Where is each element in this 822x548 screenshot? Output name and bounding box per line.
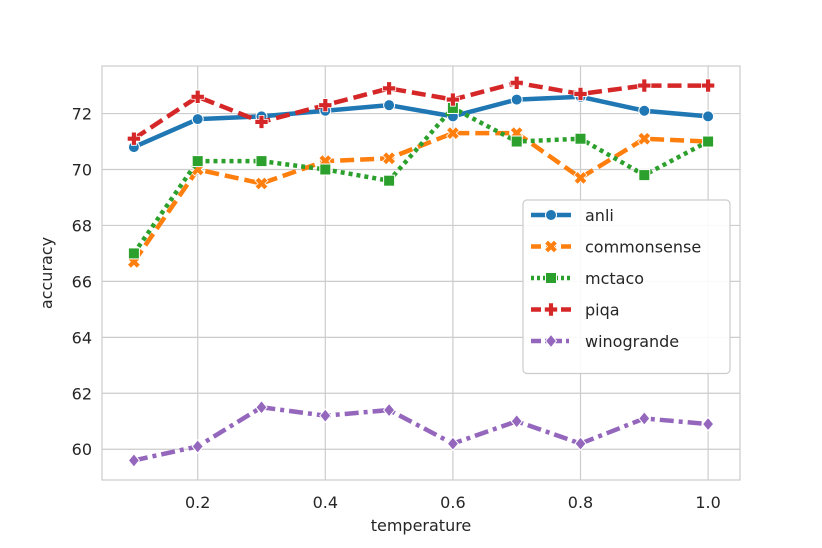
data-point-piqa: [254, 114, 269, 129]
data-point-mctaco: [127, 247, 140, 260]
legend-label: piqa: [585, 301, 620, 320]
data-point-winogrande: [127, 453, 141, 468]
data-point-anli: [510, 93, 523, 106]
data-point-commonsense: [445, 126, 460, 141]
series-layer: [126, 75, 716, 468]
data-point-piqa: [573, 86, 588, 101]
x-tick-label: 0.4: [313, 493, 338, 512]
data-point-anli: [383, 99, 396, 112]
y-tick-label: 62: [72, 384, 92, 403]
legend-label: winogrande: [585, 332, 679, 351]
data-point-mctaco: [319, 163, 332, 176]
data-point-mctaco: [191, 155, 204, 168]
data-point-commonsense: [637, 131, 652, 146]
legend-label: anli: [585, 206, 614, 225]
data-point-anli: [702, 110, 715, 123]
legend-item-piqa: piqa: [531, 301, 620, 320]
data-point-mctaco: [638, 169, 651, 182]
y-axis-ticks: 60 62 64 66 68 70 72: [72, 105, 92, 460]
series-piqa: [126, 75, 716, 146]
data-point-piqa: [382, 81, 397, 96]
data-point-commonsense: [382, 151, 397, 166]
series-line-winogrande: [133, 405, 709, 463]
y-tick-label: 70: [72, 161, 92, 180]
data-point-winogrande: [255, 399, 268, 415]
legend-label: mctaco: [585, 269, 644, 288]
legend-item-anli: anli: [531, 206, 614, 225]
legend-box: [522, 199, 731, 375]
data-point-commonsense: [254, 176, 269, 191]
legend-marker: [544, 302, 558, 317]
x-axis-ticks: 0.2 0.4 0.6 0.8 1.0: [185, 493, 721, 512]
y-tick-label: 66: [72, 272, 92, 291]
y-tick-label: 72: [72, 105, 92, 124]
legend-marker: [544, 333, 558, 349]
legend-item-winogrande: winogrande: [531, 332, 679, 351]
legend: anli commonsense mctaco piqa winogrande: [522, 199, 731, 375]
data-point-winogrande: [382, 402, 396, 418]
x-tick-label: 0.2: [185, 493, 210, 512]
data-point-winogrande: [191, 439, 204, 454]
data-point-mctaco: [383, 174, 396, 187]
data-point-piqa: [701, 78, 716, 93]
series-mctaco: [127, 101, 715, 260]
data-point-winogrande: [574, 436, 587, 452]
data-point-piqa: [637, 78, 652, 93]
series-line-anli: [132, 94, 709, 150]
data-point-commonsense: [573, 170, 588, 185]
y-axis-label: accuracy: [37, 237, 56, 309]
y-tick-label: 60: [72, 440, 92, 459]
legend-marker: [545, 272, 557, 284]
x-tick-label: 0.8: [568, 493, 593, 512]
data-point-piqa: [318, 98, 333, 113]
y-tick-label: 68: [72, 216, 92, 235]
legend-marker: [545, 209, 557, 221]
series-line-mctaco: [132, 105, 710, 255]
data-point-winogrande: [638, 411, 651, 426]
series-winogrande: [127, 399, 715, 468]
data-point-piqa: [445, 92, 460, 107]
x-tick-label: 0.6: [440, 493, 465, 512]
data-point-winogrande: [446, 436, 460, 452]
data-point-mctaco: [255, 155, 268, 168]
legend-label: commonsense: [585, 238, 701, 257]
x-tick-label: 1.0: [695, 493, 720, 512]
data-point-mctaco: [702, 135, 715, 148]
legend-marker: [544, 239, 558, 254]
data-point-anli: [638, 104, 651, 117]
data-point-winogrande: [701, 416, 715, 432]
data-point-piqa: [190, 89, 205, 104]
data-point-anli: [191, 113, 204, 126]
data-point-mctaco: [510, 135, 523, 148]
data-point-winogrande: [510, 413, 523, 429]
data-point-winogrande: [319, 408, 332, 424]
data-point-mctaco: [574, 132, 587, 145]
x-axis-label: temperature: [371, 516, 472, 535]
legend-item-mctaco: mctaco: [531, 269, 644, 288]
series-line-piqa: [132, 80, 709, 141]
grid: [102, 66, 740, 480]
legend-item-commonsense: commonsense: [531, 238, 701, 257]
data-point-piqa: [509, 75, 524, 90]
data-point-piqa: [126, 131, 141, 146]
y-tick-label: 64: [72, 328, 92, 347]
